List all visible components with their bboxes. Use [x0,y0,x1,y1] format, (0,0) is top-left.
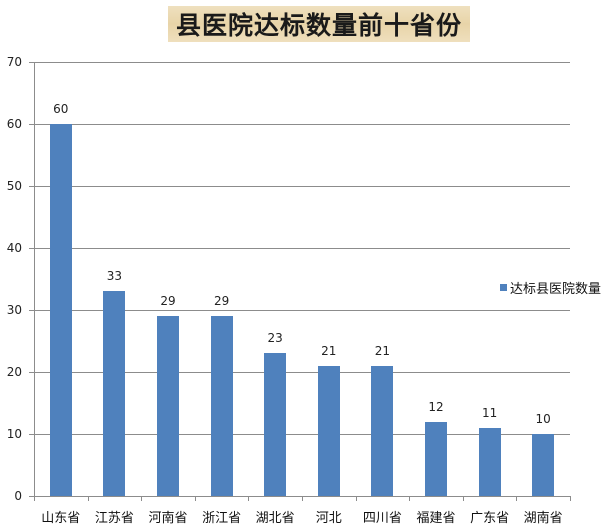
x-category-label: 湖南省 [523,511,563,526]
x-category-label: 江苏省 [94,511,134,526]
x-tick [87,496,89,501]
y-tick-label: 30 [6,303,22,317]
y-tick [29,186,34,187]
bar-value-label: 23 [267,331,283,346]
x-category-label: 河南省 [148,511,188,526]
legend-swatch [500,284,507,291]
y-axis [34,62,35,496]
x-tick [409,496,411,501]
bar[interactable] [478,427,501,496]
x-category-label: 福建省 [416,511,456,526]
x-category-label: 广东省 [470,511,510,526]
y-tick [29,310,34,311]
y-tick-label: 70 [6,55,22,69]
gridline [34,372,570,373]
bar-value-label: 60 [53,102,69,116]
legend: 达标县医院数量 [500,278,601,297]
chart-title-banner: 县医院达标数量前十省份 [168,6,470,42]
bar[interactable] [371,365,394,496]
gridline [34,186,570,187]
bar[interactable] [532,434,555,496]
bar[interactable] [210,316,233,496]
bar-value-label: 29 [160,294,176,309]
x-tick [462,496,464,501]
gridline [34,62,570,63]
y-tick [29,124,34,125]
x-category-label: 山东省 [41,511,81,526]
y-tick [29,496,34,497]
legend-label: 达标县医院数量 [510,282,602,297]
y-tick-label: 60 [6,117,22,131]
gridline [34,248,570,249]
bar-value-label: 33 [106,269,123,284]
bar-value-label: 11 [481,405,498,420]
y-tick [29,62,34,63]
y-tick-label: 10 [6,427,22,441]
bar[interactable] [49,124,72,496]
x-tick [516,496,518,501]
gridline [34,434,570,435]
bar[interactable] [317,365,340,496]
bar-value-label: 21 [374,343,391,358]
bar[interactable] [425,421,447,496]
bar[interactable] [103,291,126,496]
x-tick [302,496,303,501]
x-category-label: 浙江省 [202,511,242,526]
x-tick [34,496,35,501]
bar[interactable] [264,353,287,496]
x-tick [141,496,143,501]
chart-title: 县医院达标数量前十省份 [175,11,462,40]
gridline [34,124,570,125]
x-category-label: 河北 [315,511,342,526]
y-tick [29,248,34,249]
x-tick [194,496,196,501]
x-category-label: 湖北省 [255,511,295,526]
y-tick [29,434,34,435]
x-tick [248,496,250,501]
y-tick-label: 0 [14,489,22,503]
x-tick [355,496,357,501]
bar-value-label: 29 [213,294,230,309]
x-tick [570,496,571,501]
bar-value-label: 10 [535,412,551,426]
x-category-label: 四川省 [362,511,402,526]
gridline [34,310,570,311]
y-tick-label: 50 [6,179,22,193]
bar-value-label: 21 [321,343,337,358]
y-tick-label: 20 [6,365,22,379]
bar-value-label: 12 [428,399,444,414]
y-tick-label: 40 [6,241,22,255]
bar[interactable] [157,316,179,496]
y-tick [29,372,34,373]
